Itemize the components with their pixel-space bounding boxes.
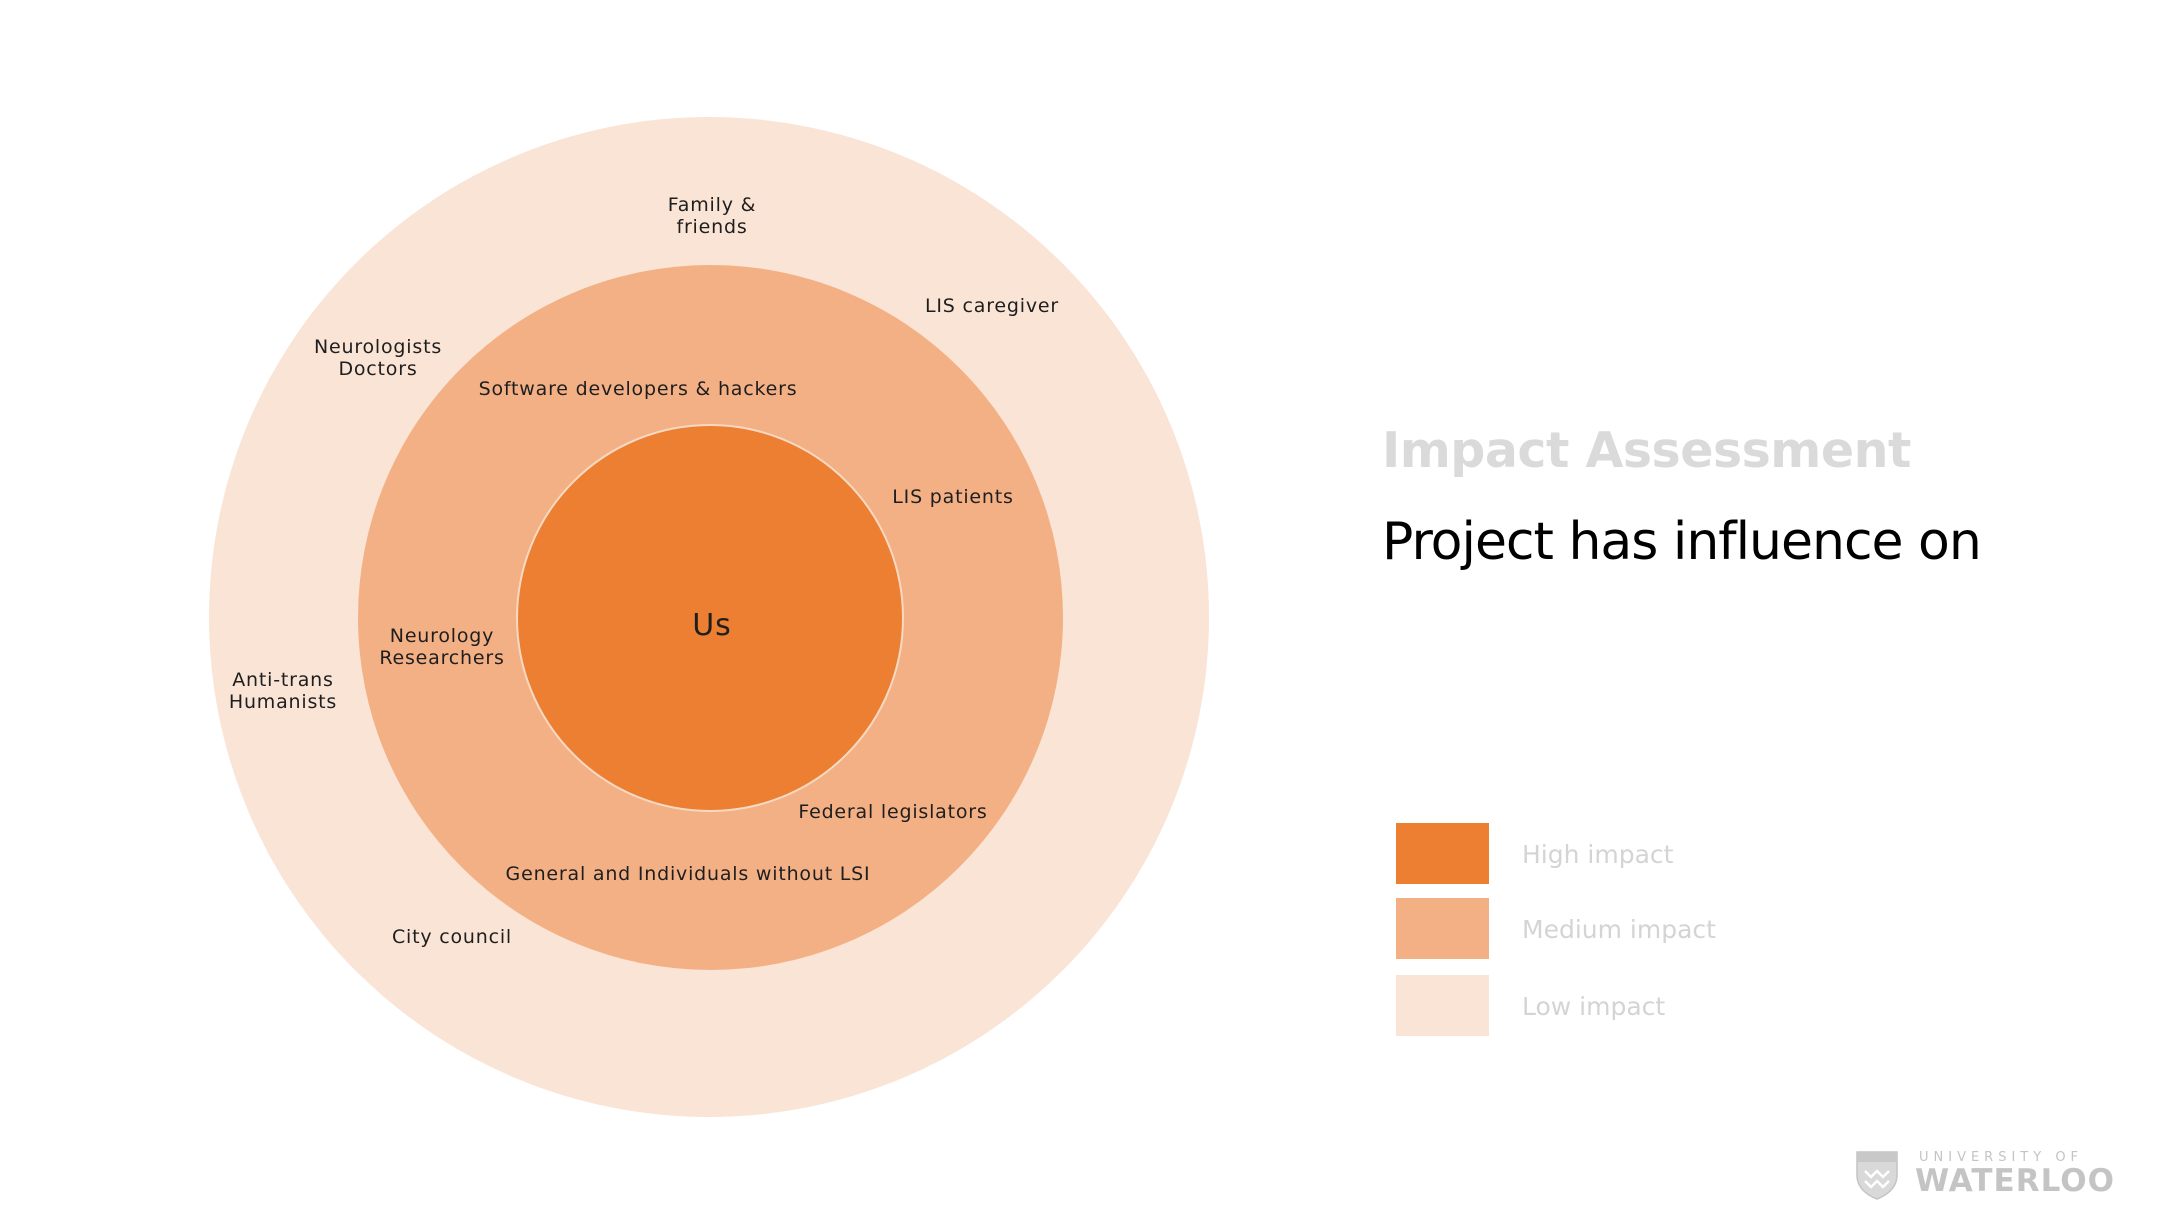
section-title: Impact Assessment	[1382, 422, 1911, 479]
label-software-developers: Software developers & hackers	[479, 378, 798, 400]
legend-item-low: Low impact	[1396, 975, 1816, 1036]
center-label-us: Us	[692, 615, 732, 637]
legend-swatch-low	[1396, 975, 1489, 1036]
shield-icon	[1855, 1149, 1899, 1201]
legend-item-high: High impact	[1396, 823, 1816, 884]
legend-label-medium: Medium impact	[1522, 915, 1716, 944]
label-neurologists-doctors: Neurologists Doctors	[314, 336, 442, 380]
legend-swatch-high	[1396, 823, 1489, 884]
label-lis-patients: LIS patients	[892, 486, 1013, 508]
logo-waterloo: WATERLOO	[1915, 1163, 2115, 1199]
label-anti-trans-humanists: Anti-trans Humanists	[229, 669, 337, 713]
legend-swatch-medium	[1396, 898, 1489, 959]
label-lis-caregiver: LIS caregiver	[925, 295, 1059, 317]
impact-diagram: Us Family & friends LIS caregiver Neurol…	[0, 0, 1240, 1215]
label-general-individuals: General and Individuals without LSI	[506, 863, 871, 885]
legend-item-medium: Medium impact	[1396, 898, 1816, 959]
label-city-council: City council	[392, 926, 512, 948]
label-federal-legislators: Federal legislators	[798, 801, 987, 823]
legend-label-high: High impact	[1522, 840, 1673, 869]
label-family-friends: Family & friends	[668, 194, 756, 238]
label-neurology-researchers: Neurology Researchers	[379, 625, 504, 669]
page-title: Project has influence on	[1382, 512, 1981, 572]
university-logo: UNIVERSITY OF WATERLOO	[1855, 1147, 2085, 1205]
legend-label-low: Low impact	[1522, 992, 1665, 1021]
